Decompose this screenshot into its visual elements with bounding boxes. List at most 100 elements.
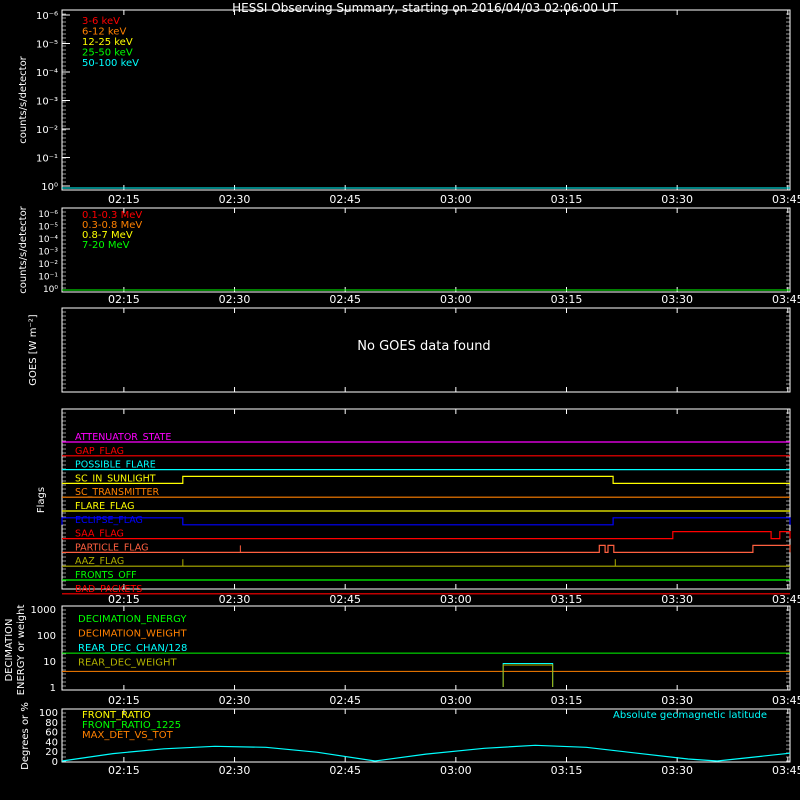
ratio-ytick-5: 100 [39,708,58,719]
panel-goes-frame [61,307,791,393]
lightcurve-high-ylabel: counts/s/detector [18,205,29,293]
panel-lightcurve-high-time-label-0330: 03:30 [661,293,693,306]
decimation-legend-1: DECIMATION_WEIGHT [78,629,187,640]
flag-label-attenuator_state: ATTENUATOR_STATE [75,432,171,443]
lightcurve-low-ytick-0: 10⁰ [41,182,58,193]
ratio-ytick-0: 0 [52,757,58,768]
flag-label-possible_flare: POSSIBLE_FLARE [75,460,156,471]
flag-label-gap_flag: GAP_FLAG [75,446,124,457]
panel-decimation-frame [61,605,791,691]
ratio-annotation: Absolute geomagnetic latitude [613,710,767,721]
panel-ratio-time-label-0315: 03:15 [551,764,583,777]
panel-ratio-frame [61,708,791,763]
lightcurve-low-ytick-3: 10⁻³ [36,97,58,108]
panel-lightcurve-low-time-label-0330: 03:30 [661,193,693,206]
panel-flags-time-label-0245: 02:45 [329,593,361,606]
panel-lightcurve-low-time-label-0230: 02:30 [219,193,251,206]
lightcurve-low-ylabel: counts/s/detector [18,55,29,143]
flag-label-bad_packets: BAD_PACKETS [75,584,142,595]
panel-flags-time-label-0230: 02:30 [219,593,251,606]
panel-lightcurve-high-time-label-0215: 02:15 [108,293,140,306]
decimation-ytick-3: 1000 [31,605,56,616]
ratio-ylabel: Degrees or % [20,702,31,770]
lightcurve-high-legend-0: 0.1-0.3 MeV [82,210,142,221]
decimation-ylabel-1: DECIMATION [4,618,15,681]
ratio-legend-0: FRONT_RATIO [82,710,151,721]
decimation-ytick-1: 10 [43,657,56,668]
panel-lightcurve-high-time-label-0245: 02:45 [329,293,361,306]
decimation-legend-0: DECIMATION_ENERGY [78,614,187,625]
ratio-ytick-2: 40 [45,737,58,748]
decimation-ytick-0: 1 [50,683,56,694]
flag-label-aaz_flag: AAZ_FLAG [75,556,124,567]
lightcurve-high-ytick-1: 10⁻¹ [38,273,58,283]
lightcurve-low-legend-4: 50-100 keV [82,58,139,69]
panel-flags-time-label-0215: 02:15 [108,593,140,606]
goes-message: No GOES data found [357,339,490,354]
lightcurve-low-legend-2: 12-25 keV [82,37,133,48]
panel-decimation-time-label-0345: 03:45 [772,694,800,707]
panel-flags-frame [61,408,791,590]
ratio-legend-2: MAX_DET_VS_TOT [82,730,174,741]
panel-decimation-time-label-0300: 03:00 [440,694,472,707]
panel-flags-time-label-0300: 03:00 [440,593,472,606]
panel-lightcurve-high-frame [61,207,791,293]
decimation-legend-3: REAR_DEC_WEIGHT [78,658,177,669]
ratio-legend-1: FRONT_RATIO_1225 [82,720,181,731]
flag-label-fronts_off: FRONTS_OFF [75,570,137,581]
flag-line-saa_flag [62,531,791,540]
lightcurve-high-ytick-6: 10⁻⁶ [38,210,58,220]
decimation-ytick-2: 100 [37,631,56,642]
panel-ratio-time-label-0345: 03:45 [772,764,800,777]
panel-decimation-time-label-0245: 02:45 [329,694,361,707]
panel-decimation-time-label-0230: 02:30 [219,694,251,707]
flag-line-particle_flag [62,544,791,553]
panel-lightcurve-low-time-label-0345: 03:45 [772,193,800,206]
flags-ylabel: Flags [36,487,47,513]
lightcurve-high-legend-1: 0.3-0.8 MeV [82,220,142,231]
lightcurve-high-ytick-2: 10⁻² [38,260,58,270]
panel-decimation-time-label-0215: 02:15 [108,694,140,707]
flag-line-sc_in_sunlight [62,475,790,484]
panel-lightcurve-low-time-label-0215: 02:15 [108,193,140,206]
lightcurve-low-legend-1: 6-12 keV [82,27,126,38]
flag-label-eclipse_flag: ECLIPSE_FLAG [75,515,143,526]
lightcurve-high-ytick-4: 10⁻⁴ [38,235,58,245]
panel-ratio-time-label-0215: 02:15 [108,764,140,777]
lightcurve-high-legend-3: 7-20 MeV [82,240,130,251]
panel-lightcurve-low-time-label-0315: 03:15 [551,193,583,206]
panel-flags-time-label-0345: 03:45 [772,593,800,606]
panel-decimation-time-label-0330: 03:30 [661,694,693,707]
decimation-legend-2: REAR_DEC_CHAN/128 [78,643,187,654]
ratio-ytick-3: 60 [45,728,58,739]
lightcurve-low-ytick-4: 10⁻⁴ [36,68,58,79]
lightcurve-low-legend-0: 3-6 keV [82,16,120,27]
panel-ratio-time-label-0230: 02:30 [219,764,251,777]
decimation-box-rear_dec_weight [502,664,554,687]
panel-lightcurve-low-time-label-0300: 03:00 [440,193,472,206]
flag-label-particle_flag: PARTICLE_FLAG [75,542,148,553]
panel-flags-time-label-0330: 03:30 [661,593,693,606]
lightcurve-low-ytick-6: 10⁻⁶ [36,11,58,22]
panel-ratio-time-label-0245: 02:45 [329,764,361,777]
ratio-latitude-line [61,744,791,762]
goes-ylabel: GOES [W m⁻²] [28,314,39,385]
lightcurve-high-legend-2: 0.8-7 MeV [82,230,133,241]
flag-label-saa_flag: SAA_FLAG [75,529,124,540]
flag-label-flare_flag: FLARE_FLAG [75,501,135,512]
panel-lightcurve-high-time-label-0315: 03:15 [551,293,583,306]
ratio-ytick-1: 20 [45,747,58,758]
lightcurve-low-legend-3: 25-50 keV [82,48,133,59]
panel-lightcurve-high-time-label-0300: 03:00 [440,293,472,306]
flag-label-sc_transmitter: SC_TRANSMITTER [75,487,160,498]
ratio-ytick-4: 80 [45,718,58,729]
panel-decimation-time-label-0315: 03:15 [551,694,583,707]
lightcurve-high-ytick-0: 10⁰ [43,285,58,295]
lightcurve-high-ytick-3: 10⁻³ [38,248,58,258]
panel-ratio-time-label-0300: 03:00 [440,764,472,777]
panel-lightcurve-high-time-label-0230: 02:30 [219,293,251,306]
lightcurve-low-ytick-1: 10⁻¹ [36,154,58,165]
plot-title: HESSI Observing Summary, starting on 201… [232,1,618,15]
decimation-box-rear_dec_chan-128 [502,663,554,687]
